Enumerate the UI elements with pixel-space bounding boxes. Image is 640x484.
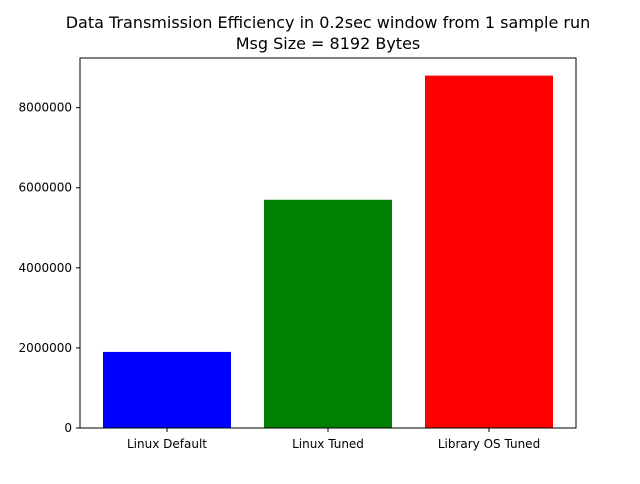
x-tick-label: Library OS Tuned (438, 437, 540, 451)
y-tick-label: 4000000 (19, 261, 72, 275)
plot-frame (79, 57, 577, 429)
chart-title: Data Transmission Efficiency in 0.2sec w… (66, 13, 591, 32)
y-tick-label: 2000000 (19, 341, 72, 355)
y-ticks-group: 0 2000000 4000000 6000000 8000000 (19, 101, 80, 435)
x-ticks-group: Linux Default Linux Tuned Library OS Tuned (127, 428, 540, 451)
bar-library-os-tuned (425, 75, 553, 428)
x-tick-label: Linux Default (127, 437, 207, 451)
bar-linux-tuned (264, 199, 392, 428)
y-tick-label: 6000000 (19, 181, 72, 195)
y-tick-label: 0 (64, 421, 72, 435)
bars-group (103, 75, 553, 428)
chart-subtitle: Msg Size = 8192 Bytes (236, 34, 421, 53)
bar-linux-default (103, 351, 231, 428)
x-tick-label: Linux Tuned (292, 437, 364, 451)
y-tick-label: 8000000 (19, 101, 72, 115)
